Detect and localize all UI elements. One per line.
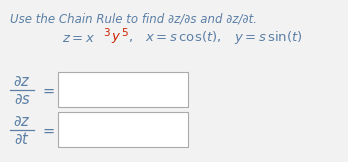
Text: $\partial z$: $\partial z$	[13, 75, 31, 89]
Text: $z = x$: $z = x$	[62, 31, 95, 45]
Text: $\partial t$: $\partial t$	[14, 131, 30, 147]
Text: $=$: $=$	[40, 122, 56, 138]
Text: $,\;\;\; x = s\,\cos(t),\;\;\; y = s\,\sin(t)$: $,\;\;\; x = s\,\cos(t),\;\;\; y = s\,\s…	[128, 29, 303, 46]
FancyBboxPatch shape	[58, 112, 188, 147]
Text: $\partial s$: $\partial s$	[14, 92, 30, 106]
Text: Use the Chain Rule to find ∂z/∂s and ∂z/∂t.: Use the Chain Rule to find ∂z/∂s and ∂z/…	[10, 13, 257, 26]
FancyBboxPatch shape	[58, 72, 188, 107]
Text: $y$: $y$	[111, 31, 121, 45]
Text: $=$: $=$	[40, 82, 56, 98]
Text: $\partial z$: $\partial z$	[13, 115, 31, 129]
Text: $5$: $5$	[121, 26, 129, 38]
Text: $3$: $3$	[103, 26, 111, 38]
